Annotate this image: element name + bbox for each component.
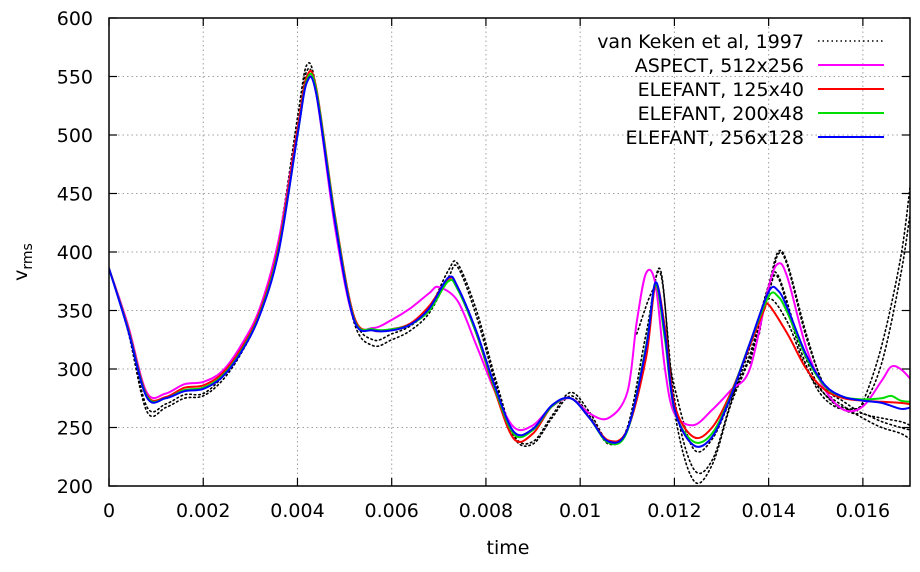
tick-layer: 0 0.002 0.004 0.006 0.008 0.01 0.012 0.014 0.016… — [57, 8, 910, 522]
y-tick-label: 250 — [57, 418, 93, 440]
legend-label-elefant-256x128: ELEFANT, 256x128 — [626, 127, 804, 149]
y-axis-title: vrms — [10, 243, 36, 281]
series-line-elefant-256x128 — [109, 75, 910, 448]
y-tick-label: 550 — [57, 67, 93, 89]
y-tick-label: 300 — [57, 359, 93, 381]
x-tick-label: 0 — [103, 500, 115, 522]
y-tick-label: 350 — [57, 301, 93, 323]
y-tick-label: 200 — [57, 476, 93, 498]
legend-label-elefant-200x48: ELEFANT, 200x48 — [638, 103, 804, 125]
x-tick-label: 0.01 — [559, 500, 601, 522]
y-axis-title-main: v — [10, 270, 32, 281]
legend-label-van-keken-et-al-1997: van Keken et al, 1997 — [597, 31, 804, 53]
y-tick-label: 600 — [57, 8, 93, 30]
x-tick-label: 0.016 — [836, 500, 890, 522]
series-line-van-keken-et-al-1997 — [749, 186, 910, 411]
x-tick-label: 0.004 — [270, 500, 324, 522]
y-axis-title-subscript: rms — [20, 243, 36, 269]
x-tick-label: 0.008 — [459, 500, 513, 522]
y-tick-label: 450 — [57, 184, 93, 206]
x-tick-label: 0.012 — [647, 500, 701, 522]
x-axis-title: time — [487, 537, 530, 559]
y-tick-label: 400 — [57, 242, 93, 264]
x-tick-label: 0.002 — [176, 500, 230, 522]
legend-label-aspect-512x256: ASPECT, 512x256 — [635, 55, 804, 77]
legend-label-elefant-125x40: ELEFANT, 125x40 — [638, 79, 804, 101]
x-tick-label: 0.014 — [741, 500, 795, 522]
plot-frame — [108, 17, 911, 487]
y-tick-label: 500 — [57, 125, 93, 147]
series-line-aspect-512x256 — [109, 74, 910, 432]
x-tick-label: 0.006 — [365, 500, 419, 522]
series-layer — [109, 62, 910, 485]
